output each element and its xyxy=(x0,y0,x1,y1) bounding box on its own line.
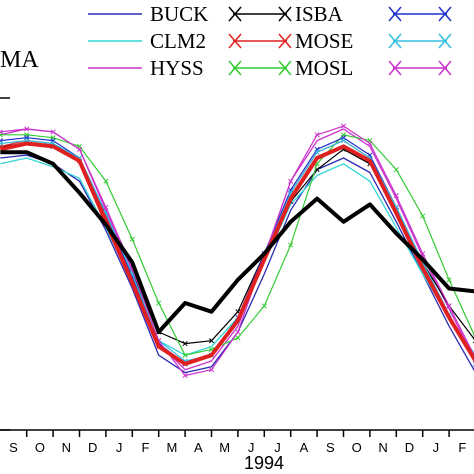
x-tick-label: J xyxy=(433,440,440,455)
series-line-buck xyxy=(0,154,474,374)
data-point xyxy=(182,372,188,379)
data-point xyxy=(261,303,267,309)
series-line-unlabeled-10 xyxy=(0,150,474,334)
legend-marker xyxy=(388,60,402,76)
data-point xyxy=(340,123,347,129)
legend-label: MOSE xyxy=(295,29,353,53)
data-point xyxy=(393,167,399,173)
x-tick-label: O xyxy=(35,440,45,455)
legend-marker xyxy=(438,33,452,49)
x-tick-label: A xyxy=(194,440,203,455)
legend-marker xyxy=(388,33,402,49)
x-tick-label: F xyxy=(142,440,150,455)
x-tick-label: S xyxy=(9,440,18,455)
x-tick-label: J xyxy=(116,440,123,455)
data-point xyxy=(235,329,241,335)
legend: BUCK CLM2 HYSS ISBA MOSE MOSL xyxy=(88,2,452,80)
data-point xyxy=(103,178,109,184)
data-point xyxy=(367,140,373,147)
data-point xyxy=(420,213,426,219)
data-point xyxy=(420,251,426,257)
series-line-clm2 xyxy=(0,157,474,356)
x-tick-label: S xyxy=(326,440,335,455)
data-point xyxy=(0,140,3,147)
x-tick-label: F xyxy=(458,440,466,455)
x-tick-label: J xyxy=(248,440,255,455)
legend-marker xyxy=(228,60,242,76)
data-point xyxy=(446,277,452,283)
x-tick-label: A xyxy=(300,440,309,455)
data-point xyxy=(314,149,320,155)
legend-marker xyxy=(438,60,452,76)
data-point xyxy=(76,146,83,152)
axes xyxy=(0,97,474,431)
data-point xyxy=(103,204,109,210)
data-point xyxy=(235,335,241,341)
data-point xyxy=(208,367,215,373)
legend-entry: BUCK xyxy=(88,2,208,26)
data-point xyxy=(50,129,56,135)
legend-label: ISBA xyxy=(295,2,344,26)
data-point xyxy=(340,138,347,144)
legend-marker xyxy=(278,60,292,76)
legend-entry xyxy=(388,6,452,22)
legend-label: HYSS xyxy=(150,56,204,80)
legend-entry xyxy=(388,33,452,49)
data-point xyxy=(182,352,188,358)
data-point xyxy=(446,303,452,309)
x-tick-label: J xyxy=(274,440,281,455)
data-point xyxy=(129,236,135,242)
legend-label: MOSL xyxy=(295,56,353,80)
x-tick-label: M xyxy=(219,440,230,455)
data-point xyxy=(0,129,3,135)
data-point xyxy=(156,300,162,306)
x-tick-label: D xyxy=(405,440,414,455)
legend-entry xyxy=(388,60,452,76)
data-point xyxy=(182,341,188,347)
legend-marker xyxy=(278,33,292,49)
data-point xyxy=(314,132,320,138)
data-point xyxy=(393,193,399,199)
legend-label: BUCK xyxy=(150,2,208,26)
legend-marker xyxy=(278,6,292,22)
legend-label: CLM2 xyxy=(150,29,206,53)
data-point xyxy=(24,126,30,132)
x-axis-label: 1994 xyxy=(244,453,284,473)
data-point xyxy=(208,338,215,344)
legend-marker xyxy=(228,6,242,22)
data-point xyxy=(288,178,294,184)
x-tick-label: M xyxy=(166,440,177,455)
legend-marker xyxy=(388,6,402,22)
legend-entry: MOSE xyxy=(228,29,353,53)
legend-entry: ISBA xyxy=(228,2,344,26)
legend-marker xyxy=(438,6,452,22)
series-line-isba xyxy=(0,142,474,345)
series-line-unlabeled-6 xyxy=(0,137,474,365)
series-group xyxy=(0,123,474,379)
x-tick-label: N xyxy=(378,440,387,455)
series-line-unlabeled-9 xyxy=(0,141,474,366)
data-point xyxy=(288,242,294,248)
panel-label: MA xyxy=(0,47,39,73)
x-tick-label: D xyxy=(88,440,97,455)
legend-entry: MOSL xyxy=(228,56,353,80)
legend-marker xyxy=(228,33,242,49)
legend-entry: CLM2 xyxy=(88,29,206,53)
legend-entry: HYSS xyxy=(88,56,204,80)
x-tick-label: O xyxy=(352,440,362,455)
x-tick-label: N xyxy=(62,440,71,455)
